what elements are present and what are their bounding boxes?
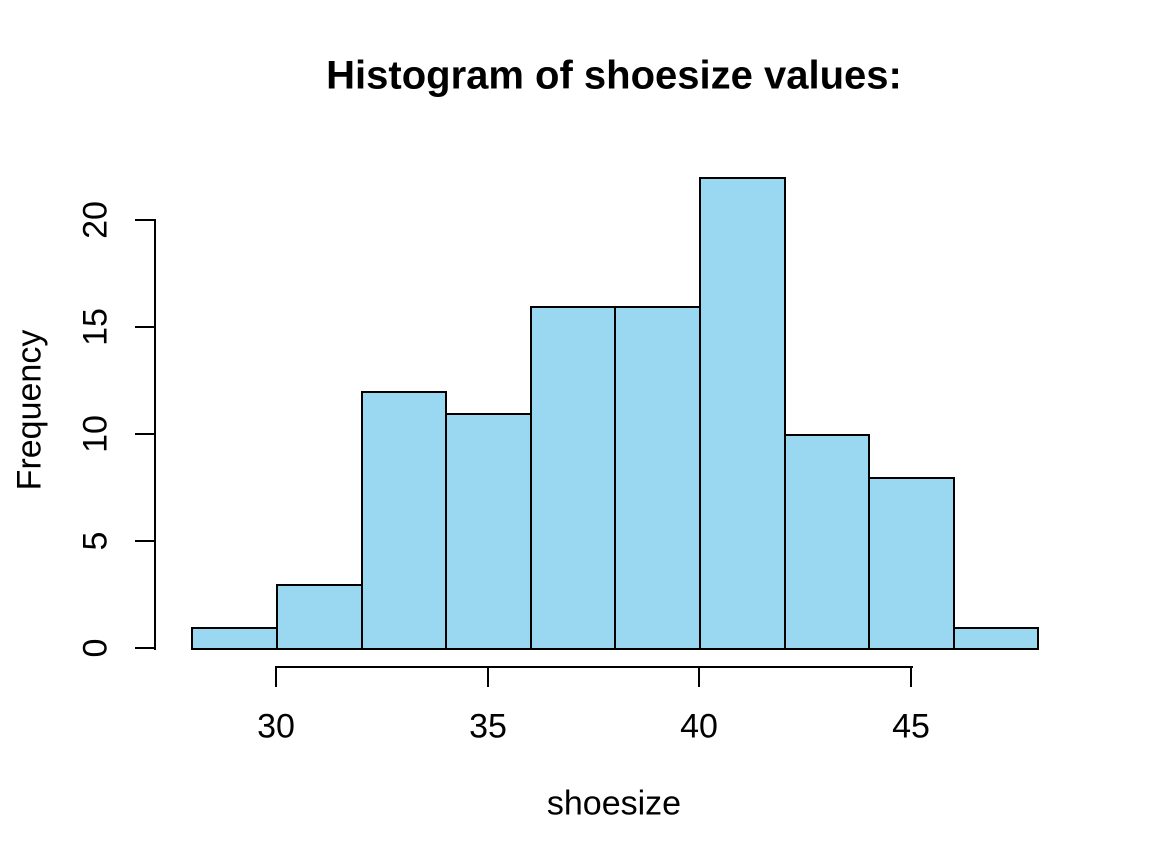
y-axis-line (154, 219, 156, 650)
histogram-bar-38-40 (614, 306, 701, 650)
y-tick-label-10: 10 (76, 415, 115, 453)
x-axis-label: shoesize (546, 784, 682, 823)
histogram-bar-32-34 (361, 391, 447, 650)
x-tick-40 (698, 668, 700, 687)
histogram-bar-42-44 (784, 434, 870, 650)
y-tick-label-15: 15 (76, 308, 115, 346)
y-tick-5 (135, 540, 154, 542)
histogram-bar-44-46 (868, 477, 955, 650)
x-tick-30 (275, 668, 277, 687)
x-axis-line (275, 666, 913, 668)
y-tick-label-5: 5 (76, 531, 115, 551)
x-tick-label-45: 45 (892, 707, 930, 746)
histogram-bar-34-36 (445, 413, 532, 650)
x-tick-label-35: 35 (469, 707, 507, 746)
y-axis-label: Frequency (10, 329, 49, 491)
histogram-bar-40-42 (699, 177, 786, 650)
histogram-bar-30-32 (276, 584, 363, 650)
x-tick-label-30: 30 (257, 707, 295, 746)
x-tick-35 (487, 668, 489, 687)
y-tick-15 (135, 326, 154, 328)
x-tick-label-40: 40 (680, 707, 718, 746)
histogram-bar-46-48 (953, 627, 1039, 650)
y-tick-0 (135, 647, 154, 649)
x-tick-45 (910, 668, 912, 687)
y-tick-10 (135, 433, 154, 435)
y-tick-label-0: 0 (76, 638, 115, 658)
y-tick-20 (135, 219, 154, 221)
chart-title: Histogram of shoesize values: (326, 53, 902, 98)
y-tick-label-20: 20 (76, 201, 115, 239)
histogram-bar-36-38 (530, 306, 616, 650)
histogram-bar-28-30 (191, 627, 278, 650)
